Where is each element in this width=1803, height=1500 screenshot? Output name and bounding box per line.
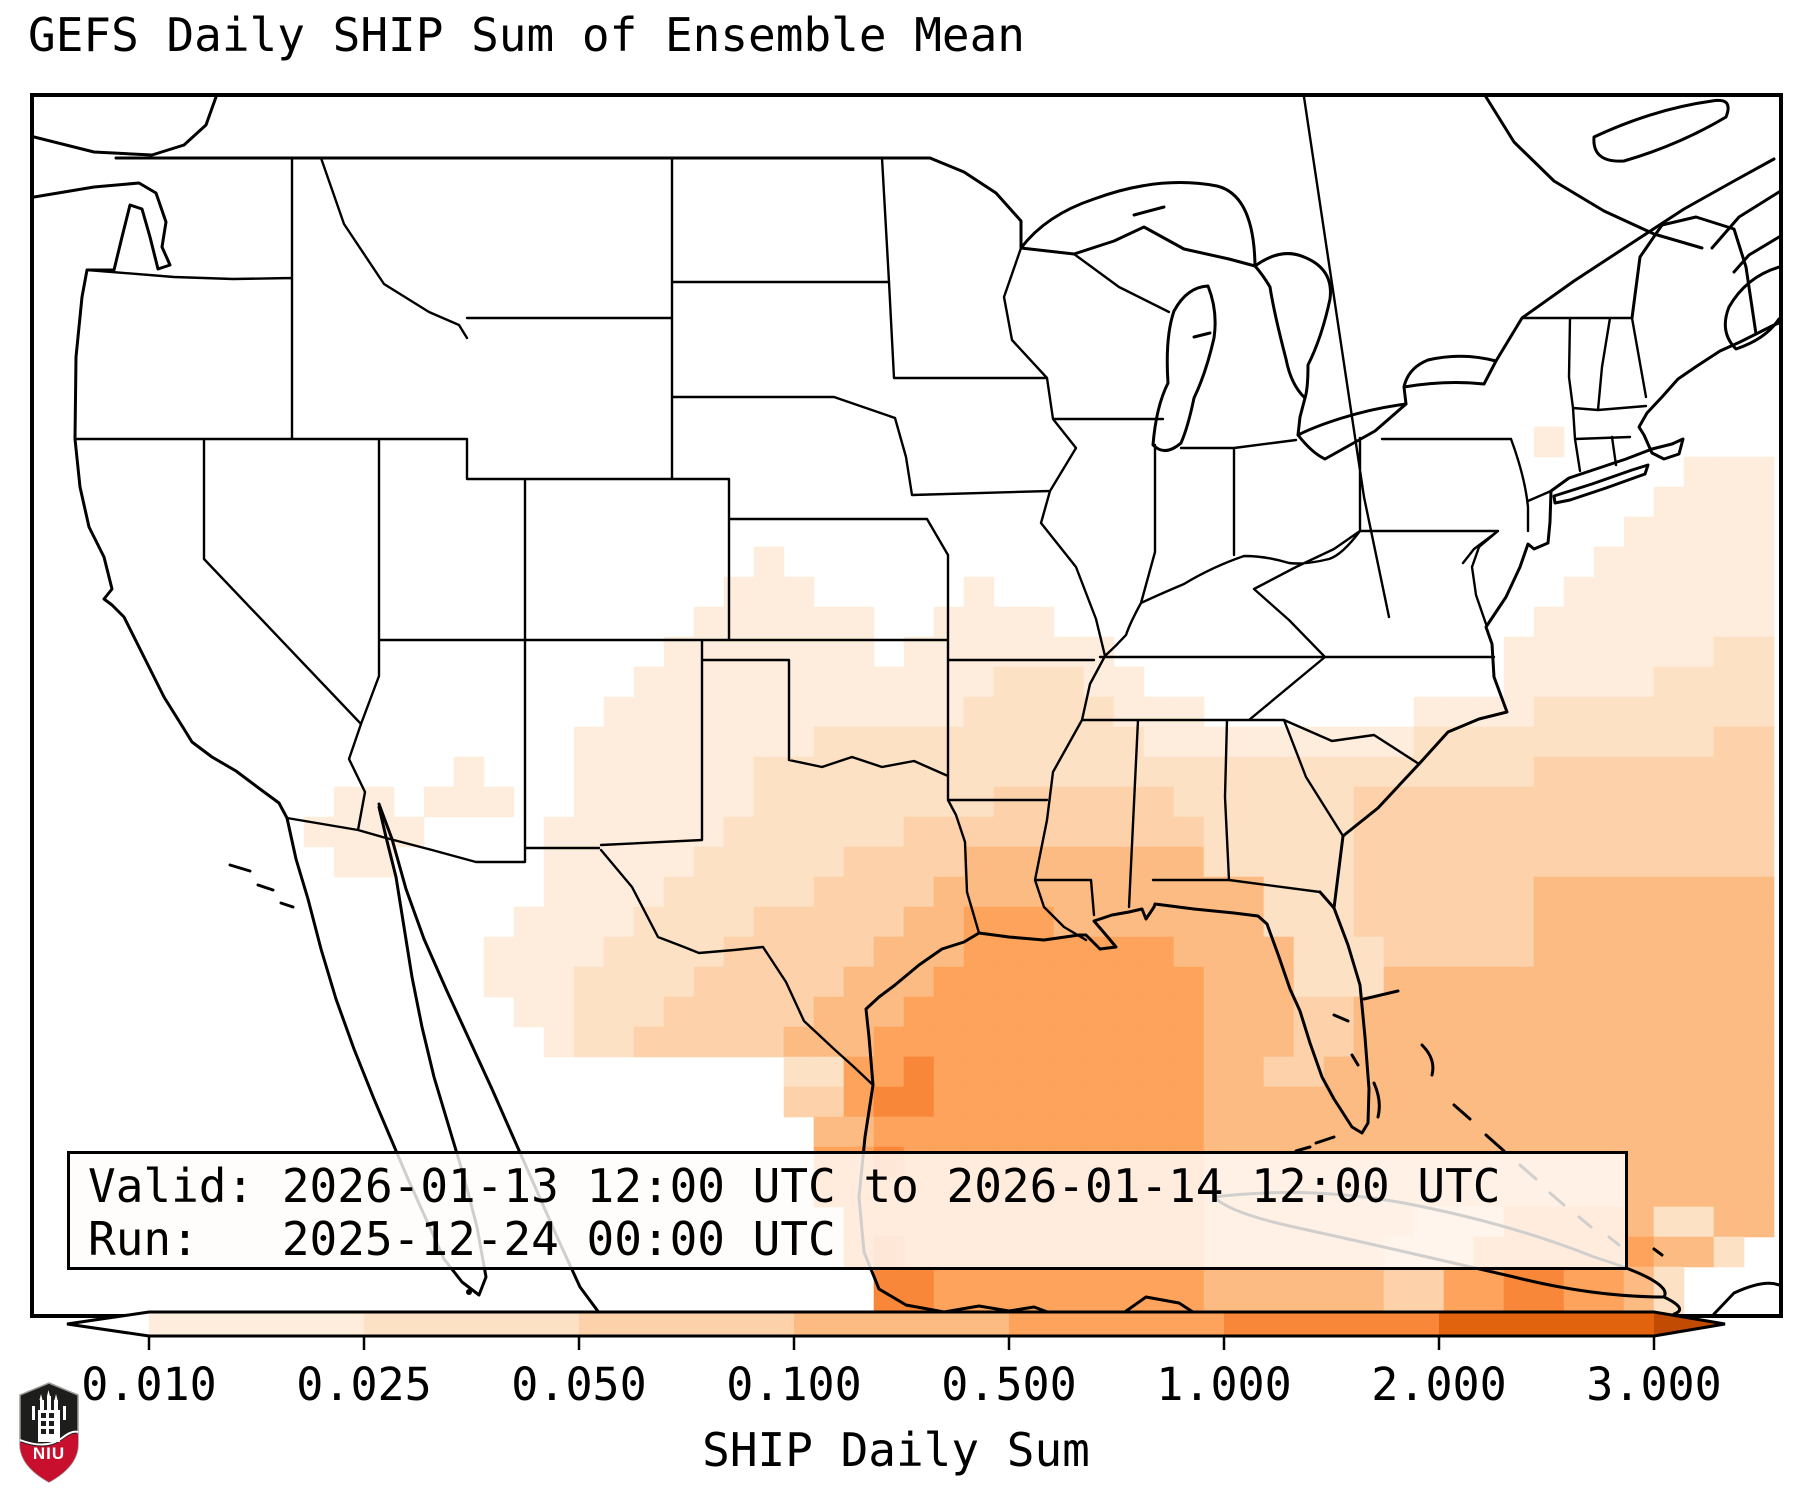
state-borders	[73, 97, 1648, 1087]
lake-michigan	[1151, 284, 1217, 452]
heatmap-cells	[303, 426, 1775, 1314]
niu-castle-windows	[41, 1413, 54, 1434]
colorbar-tick-label: 0.025	[296, 1358, 431, 1411]
colorbar-axis-label: SHIP Daily Sum	[702, 1423, 1090, 1477]
lake-superior	[1019, 181, 1257, 268]
page-title: GEFS Daily SHIP Sum of Ensemble Mean	[28, 8, 1025, 62]
colorbar-tick-label: 0.050	[511, 1358, 646, 1411]
lake-ontario	[1402, 354, 1498, 389]
colorbar-tick-label: 3.000	[1586, 1358, 1721, 1411]
run-line: Run: 2025-12-24 00:00 UTC	[88, 1212, 836, 1266]
niu-red-band	[20, 1433, 78, 1482]
lake-huron	[1253, 252, 1332, 400]
niu-band-separator	[19, 1430, 79, 1446]
colorbar-tick-label: 2.000	[1371, 1358, 1506, 1411]
great-lakes	[1019, 181, 1498, 461]
niu-logo: NIU	[18, 1382, 80, 1484]
colorbar-tick-label: 0.100	[726, 1358, 861, 1411]
colorbar-tick-label: 0.010	[81, 1358, 216, 1411]
colorbar: 0.010 0.025 0.050 0.100 0.500 1.000 2.000 3.000…	[30, 1308, 1775, 1500]
valid-line: Valid: 2026-01-13 12:00 UTC to 2026-01-1…	[88, 1159, 1501, 1213]
colorbar-canvas: 0.010 0.025 0.050 0.100 0.500 1.000 2.000 3.000…	[66, 1310, 1726, 1477]
lake-erie	[1296, 402, 1408, 461]
niu-logo-text: NIU	[32, 1444, 66, 1463]
colorbar-tick-label: 0.500	[941, 1358, 1076, 1411]
colorbar-tick-label: 1.000	[1156, 1358, 1291, 1411]
coastlines	[34, 97, 1779, 1314]
validity-box: Valid: 2026-01-13 12:00 UTC to 2026-01-1…	[67, 1151, 1628, 1270]
forecast-map	[30, 93, 1783, 1318]
map-canvas	[34, 97, 1779, 1314]
